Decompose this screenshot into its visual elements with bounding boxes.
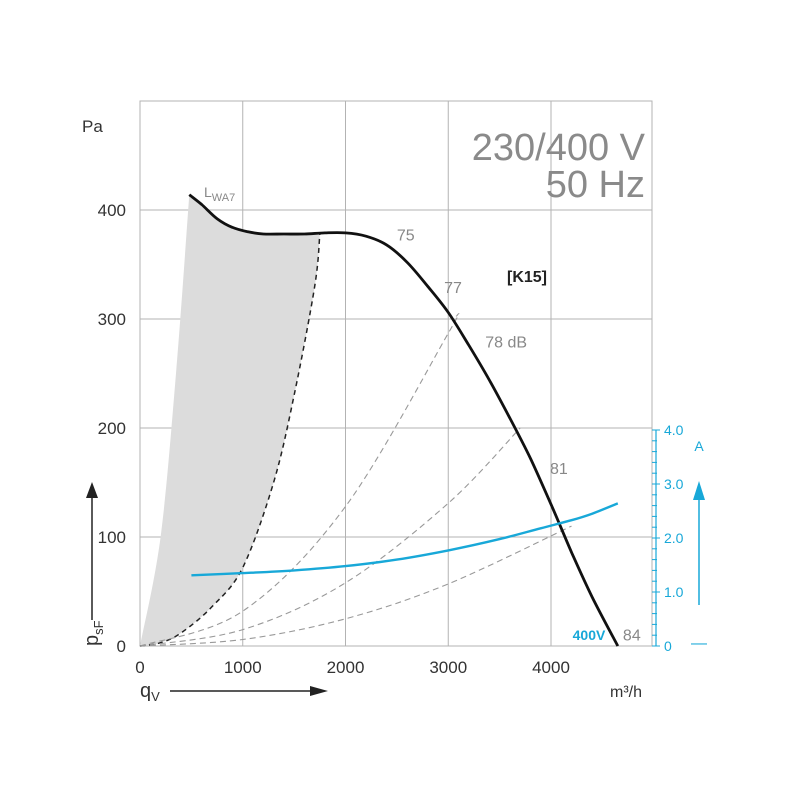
y-axis-arrow: [86, 482, 98, 620]
sound-power-label: LWA7: [204, 184, 235, 204]
x-tick-label: 4000: [532, 658, 570, 677]
x-tick-label: 1000: [224, 658, 262, 677]
x-tick-label: 0: [135, 658, 144, 677]
y2-tick-label: 1.0: [664, 584, 684, 600]
y-tick-label: 300: [98, 310, 126, 329]
x-unit-label: m³/h: [610, 684, 642, 701]
operating-range-boundary-dashed: [139, 233, 321, 647]
x-symbol: q: [140, 680, 151, 702]
svg-text:qV: qV: [140, 680, 160, 704]
y2-axis-arrow: [693, 481, 705, 605]
y2-axis-ticks: 0 1.0 2.0 3.0 4.0: [652, 422, 684, 654]
sound-level-label: 81: [550, 461, 568, 478]
y2-unit-label: A: [694, 438, 704, 454]
x-symbol-subscript: V: [151, 689, 160, 704]
x-axis-symbol: qV: [140, 680, 160, 704]
sound-level-label: 84: [623, 628, 641, 645]
system-curve: [139, 427, 521, 647]
y-symbol: p: [81, 635, 103, 646]
x-tick-label: 3000: [429, 658, 467, 677]
y-axis-symbol: psF: [81, 620, 106, 646]
chart-subtitle: 50 Hz: [546, 164, 645, 206]
sound-level-label: 78 dB: [485, 334, 527, 351]
operating-range-shade: [140, 194, 320, 646]
model-label: [K15]: [507, 269, 547, 286]
y-tick-label: 100: [98, 528, 126, 547]
svg-text:psF: psF: [81, 620, 106, 646]
svg-text:LWA7: LWA7: [204, 184, 235, 204]
sound-label-main: L: [204, 184, 212, 200]
y-tick-label: 200: [98, 419, 126, 438]
y2-tick-label: 3.0: [664, 476, 684, 492]
annotations: 75 77 78 dB 81 84: [397, 228, 641, 645]
current-curve: [191, 502, 619, 577]
plot-frame: [139, 100, 653, 647]
y2-tick-label: 2.0: [664, 530, 684, 546]
y2-zero-marker: —: [691, 635, 707, 652]
system-curve: [139, 525, 572, 647]
y2-tick-label: 0: [664, 638, 672, 654]
y-axis-ticks: 0 100 200 300 400: [98, 201, 126, 656]
y-tick-label: 400: [98, 201, 126, 220]
pressure-curve: [188, 193, 620, 647]
y-tick-label: 0: [117, 637, 126, 656]
voltage-label: 400V: [573, 627, 606, 643]
y-unit-label: Pa: [82, 117, 103, 136]
sound-level-label: 77: [444, 280, 462, 297]
system-curves: [139, 313, 572, 647]
y-symbol-subscript: sF: [91, 620, 106, 635]
x-tick-label: 2000: [327, 658, 365, 677]
chart-title: 230/400 V: [472, 127, 646, 169]
x-axis-arrow: [170, 686, 328, 696]
x-axis-ticks: 0 1000 2000 3000 4000: [135, 658, 570, 677]
y2-tick-label: 4.0: [664, 422, 684, 438]
sound-level-label: 75: [397, 228, 415, 245]
sound-label-sub: WA7: [212, 192, 235, 204]
